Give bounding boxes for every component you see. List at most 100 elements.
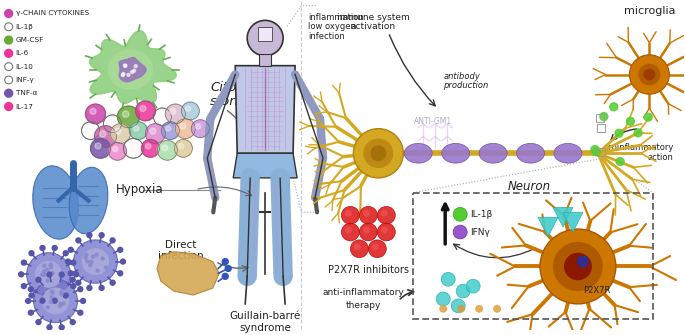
Circle shape bbox=[123, 111, 129, 117]
Circle shape bbox=[644, 113, 652, 121]
Circle shape bbox=[28, 287, 34, 292]
Circle shape bbox=[86, 260, 88, 263]
Circle shape bbox=[363, 138, 393, 168]
Ellipse shape bbox=[33, 166, 78, 239]
Circle shape bbox=[59, 305, 62, 308]
Circle shape bbox=[78, 287, 83, 292]
Circle shape bbox=[341, 206, 360, 224]
Circle shape bbox=[110, 238, 115, 243]
Circle shape bbox=[124, 64, 127, 67]
Circle shape bbox=[133, 69, 136, 72]
Circle shape bbox=[564, 253, 592, 280]
Circle shape bbox=[35, 261, 62, 288]
Circle shape bbox=[182, 102, 199, 120]
Circle shape bbox=[36, 277, 41, 282]
Polygon shape bbox=[553, 207, 573, 227]
Circle shape bbox=[89, 264, 92, 267]
Circle shape bbox=[87, 233, 92, 238]
Circle shape bbox=[5, 89, 12, 97]
Polygon shape bbox=[90, 31, 176, 104]
Circle shape bbox=[363, 226, 370, 233]
Circle shape bbox=[175, 139, 192, 157]
Circle shape bbox=[145, 124, 165, 143]
Circle shape bbox=[108, 142, 127, 160]
Circle shape bbox=[345, 226, 352, 233]
Circle shape bbox=[96, 269, 99, 272]
Circle shape bbox=[62, 302, 65, 305]
Circle shape bbox=[46, 306, 49, 309]
Circle shape bbox=[90, 109, 96, 114]
Circle shape bbox=[195, 124, 201, 129]
Circle shape bbox=[46, 268, 49, 271]
Circle shape bbox=[439, 305, 447, 313]
Circle shape bbox=[162, 122, 179, 139]
Circle shape bbox=[78, 310, 83, 315]
Circle shape bbox=[341, 223, 360, 241]
Circle shape bbox=[60, 290, 63, 293]
Circle shape bbox=[377, 206, 395, 224]
Circle shape bbox=[63, 251, 68, 256]
Polygon shape bbox=[233, 153, 297, 178]
Text: inflammation: inflammation bbox=[308, 12, 364, 21]
Circle shape bbox=[377, 223, 395, 241]
Circle shape bbox=[47, 325, 52, 330]
Circle shape bbox=[76, 280, 81, 285]
Ellipse shape bbox=[516, 143, 545, 163]
Circle shape bbox=[175, 119, 195, 138]
Circle shape bbox=[122, 72, 125, 75]
Text: antibody: antibody bbox=[443, 72, 480, 81]
Ellipse shape bbox=[69, 167, 108, 234]
Circle shape bbox=[95, 126, 116, 147]
Text: IL-10: IL-10 bbox=[16, 64, 34, 70]
Circle shape bbox=[42, 273, 46, 276]
Circle shape bbox=[90, 138, 110, 158]
Circle shape bbox=[627, 117, 634, 125]
Circle shape bbox=[453, 225, 467, 239]
Circle shape bbox=[178, 143, 184, 149]
Circle shape bbox=[634, 129, 642, 137]
Text: action: action bbox=[647, 153, 673, 162]
Circle shape bbox=[92, 255, 95, 258]
Circle shape bbox=[28, 310, 34, 315]
Circle shape bbox=[5, 103, 12, 111]
Circle shape bbox=[118, 271, 123, 276]
Circle shape bbox=[47, 272, 52, 277]
Circle shape bbox=[101, 257, 104, 260]
Circle shape bbox=[21, 284, 26, 288]
Circle shape bbox=[360, 223, 377, 241]
Circle shape bbox=[87, 285, 92, 290]
Circle shape bbox=[134, 126, 139, 131]
Circle shape bbox=[577, 256, 589, 267]
Circle shape bbox=[49, 263, 52, 266]
Circle shape bbox=[610, 103, 618, 111]
Circle shape bbox=[225, 266, 232, 271]
Circle shape bbox=[49, 266, 53, 269]
Circle shape bbox=[68, 247, 73, 252]
Circle shape bbox=[51, 272, 54, 275]
Circle shape bbox=[180, 123, 186, 129]
Text: therapy: therapy bbox=[346, 301, 381, 310]
Circle shape bbox=[191, 120, 210, 138]
Circle shape bbox=[145, 143, 151, 149]
Circle shape bbox=[60, 293, 63, 296]
Circle shape bbox=[140, 106, 146, 112]
Circle shape bbox=[593, 148, 601, 156]
Circle shape bbox=[90, 261, 93, 263]
Circle shape bbox=[123, 64, 127, 67]
Circle shape bbox=[42, 270, 45, 273]
Polygon shape bbox=[538, 217, 558, 237]
Circle shape bbox=[63, 293, 68, 298]
Circle shape bbox=[457, 305, 465, 313]
Circle shape bbox=[153, 108, 171, 126]
Circle shape bbox=[165, 126, 171, 131]
Circle shape bbox=[52, 298, 58, 303]
Circle shape bbox=[123, 138, 143, 158]
Circle shape bbox=[345, 210, 352, 217]
Circle shape bbox=[49, 265, 53, 268]
Circle shape bbox=[110, 280, 115, 285]
Text: production: production bbox=[443, 81, 488, 90]
Circle shape bbox=[76, 238, 81, 243]
Circle shape bbox=[600, 113, 608, 121]
Circle shape bbox=[372, 243, 379, 250]
Circle shape bbox=[5, 50, 12, 57]
